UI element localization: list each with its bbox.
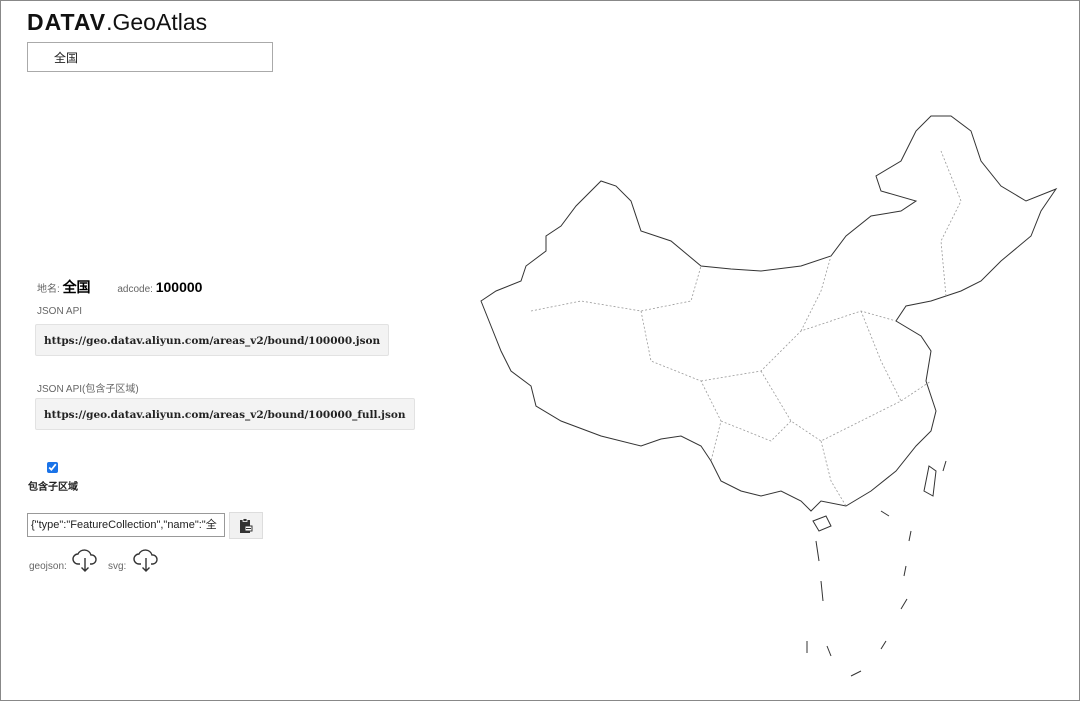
svg-download-icon[interactable] <box>133 547 159 573</box>
json-api-url[interactable]: https://geo.datav.aliyun.com/areas_v2/bo… <box>35 324 390 356</box>
adcode-label: adcode: <box>117 284 153 295</box>
geojson-output[interactable]: {"type":"FeatureCollection","name":"全 <box>27 513 225 537</box>
hainan-island <box>812 515 832 532</box>
province-borders <box>530 150 962 507</box>
svg-download-label: svg: <box>108 561 127 572</box>
china-outline <box>480 115 1058 512</box>
adcode-value: 100000 <box>155 279 203 295</box>
taiwan-island <box>923 465 937 497</box>
logo-light: .GeoAtlas <box>106 9 208 35</box>
json-api-full-label: JSON API(包含子区域) <box>37 384 139 395</box>
clipboard-icon <box>240 517 253 533</box>
region-select[interactable]: 全国 <box>27 42 273 72</box>
json-api-label: JSON API <box>37 306 83 317</box>
copy-button[interactable] <box>229 512 263 539</box>
geojson-download-label: geojson: <box>29 561 67 572</box>
name-label: 地名: <box>37 284 60 295</box>
json-api-full-url[interactable]: https://geo.datav.aliyun.com/areas_v2/bo… <box>35 398 415 430</box>
logo: DATAV.GeoAtlas <box>27 9 207 36</box>
south-china-sea-dashes <box>806 460 947 677</box>
region-info: 地名: 全国 adcode: 100000 <box>37 277 226 297</box>
name-value: 全国 <box>62 279 91 295</box>
include-subregions-label: 包含子区域 <box>28 482 78 493</box>
logo-bold: DATAV <box>27 9 107 35</box>
include-subregions-checkbox[interactable] <box>47 462 58 473</box>
china-map[interactable] <box>471 106 1071 686</box>
geojson-download-icon[interactable] <box>72 547 98 573</box>
